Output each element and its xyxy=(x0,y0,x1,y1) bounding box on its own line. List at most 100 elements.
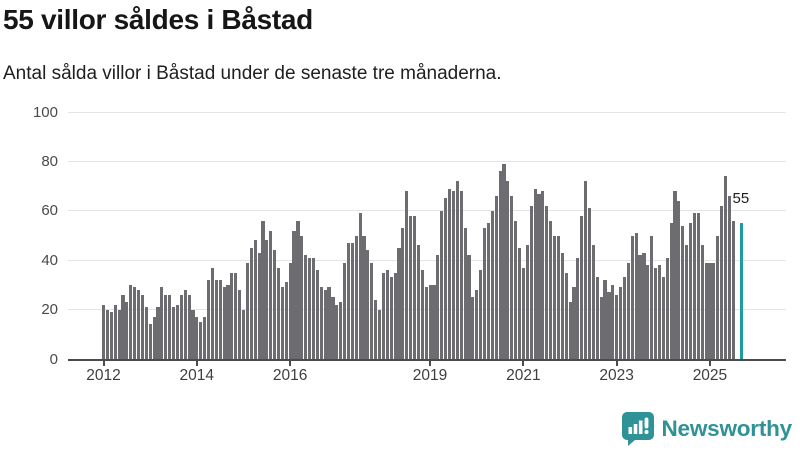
bar xyxy=(463,228,467,359)
bar xyxy=(607,292,611,359)
bar xyxy=(568,302,572,359)
highlight-value-label: 55 xyxy=(732,190,750,207)
bar xyxy=(615,294,619,359)
x-axis-tick xyxy=(195,360,198,366)
x-axis-tick xyxy=(429,360,432,366)
bar xyxy=(358,213,362,359)
bar xyxy=(533,188,537,359)
bar xyxy=(241,309,246,359)
bar xyxy=(689,223,693,359)
bar xyxy=(560,252,564,359)
bar xyxy=(424,287,428,359)
bar xyxy=(335,304,339,359)
newsworthy-logo[interactable]: Newsworthy xyxy=(622,412,792,446)
bar xyxy=(440,210,444,359)
bar xyxy=(700,245,704,359)
bar xyxy=(175,304,179,359)
bar xyxy=(619,287,623,359)
bar xyxy=(311,257,316,359)
x-axis-label: 2014 xyxy=(179,367,215,384)
bar xyxy=(681,225,685,359)
bar xyxy=(436,255,440,359)
bar xyxy=(482,228,487,359)
bar xyxy=(362,235,366,359)
x-axis-tick xyxy=(708,360,711,366)
bar xyxy=(323,289,327,359)
logo-bar-3 xyxy=(639,420,643,434)
bar xyxy=(339,302,343,359)
bar xyxy=(603,279,607,359)
bar xyxy=(506,181,510,359)
bar xyxy=(370,262,374,359)
bar xyxy=(537,193,541,359)
bar xyxy=(397,247,401,359)
y-axis-label: 60 xyxy=(41,202,58,220)
bar xyxy=(447,188,452,359)
bar xyxy=(152,317,156,359)
bar xyxy=(654,267,658,359)
bar xyxy=(160,287,164,359)
bar xyxy=(432,284,436,359)
bar xyxy=(564,272,568,359)
bar xyxy=(210,267,214,359)
bar xyxy=(471,297,475,359)
bar xyxy=(677,200,681,359)
bar xyxy=(479,270,483,359)
bar xyxy=(490,210,494,359)
chart-title: 55 villor såldes i Båstad xyxy=(3,4,313,35)
bar xyxy=(626,262,630,359)
bar xyxy=(218,279,222,359)
bar xyxy=(657,265,662,359)
bar xyxy=(393,272,397,359)
bar xyxy=(121,294,125,359)
bar xyxy=(164,294,168,359)
newsworthy-logo-icon xyxy=(622,412,655,446)
bar xyxy=(276,267,281,359)
bar xyxy=(502,163,506,359)
bar xyxy=(587,208,592,359)
bar xyxy=(105,309,110,359)
bar xyxy=(389,277,393,359)
bar xyxy=(467,255,471,359)
bar xyxy=(521,267,525,359)
logo-exclamation-line xyxy=(645,417,649,429)
bar xyxy=(661,277,665,359)
bar xyxy=(269,230,273,359)
logo-bar-1 xyxy=(628,427,633,434)
bar xyxy=(716,235,720,359)
bar xyxy=(253,240,257,359)
x-axis-tick xyxy=(289,360,292,366)
bar xyxy=(428,284,432,359)
bar xyxy=(245,262,249,359)
bar xyxy=(195,317,199,359)
bar xyxy=(591,245,595,359)
bar xyxy=(498,171,502,359)
x-axis-tick xyxy=(102,360,105,366)
bar xyxy=(646,265,650,359)
bar xyxy=(117,309,121,359)
bar xyxy=(642,252,646,359)
bar xyxy=(696,213,700,359)
bar xyxy=(611,284,615,359)
bar xyxy=(350,242,354,359)
newsworthy-logo-text: Newsworthy xyxy=(661,416,792,441)
bar xyxy=(238,289,242,359)
bar xyxy=(572,287,576,359)
chart-subtitle: Antal sålda villor i Båstad under de sen… xyxy=(3,63,502,84)
bar xyxy=(529,205,533,359)
bar xyxy=(685,245,689,359)
bar xyxy=(315,270,319,359)
bar xyxy=(300,235,304,359)
bar xyxy=(673,191,677,359)
bar xyxy=(354,235,358,359)
y-axis-label: 20 xyxy=(41,301,58,319)
x-axis-label: 2016 xyxy=(272,367,308,384)
bar xyxy=(599,297,603,359)
bar xyxy=(171,307,176,359)
bar xyxy=(156,307,160,359)
bar xyxy=(113,304,117,359)
bar xyxy=(409,215,413,359)
bar xyxy=(319,287,323,359)
bar xyxy=(541,191,545,359)
bar xyxy=(168,294,172,359)
